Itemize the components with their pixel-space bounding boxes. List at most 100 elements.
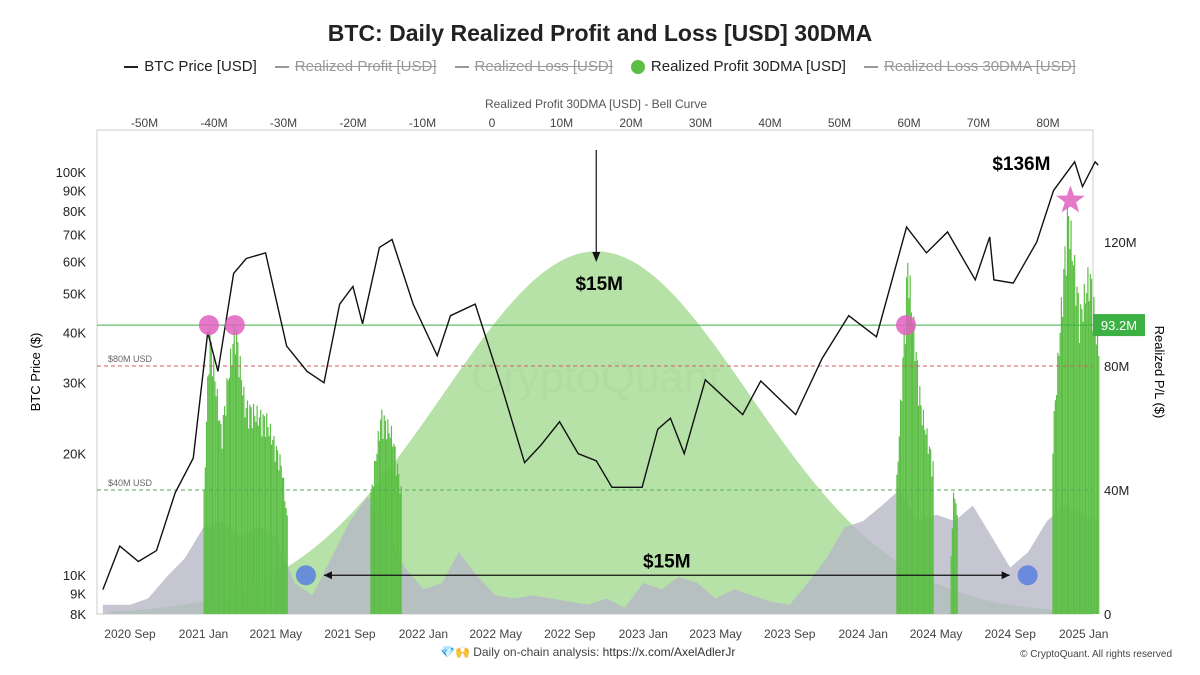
profit-30dma-bar bbox=[1092, 330, 1094, 614]
profit-30dma-bar bbox=[383, 415, 385, 614]
profit-30dma-bar bbox=[386, 439, 388, 614]
profit-30dma-bar bbox=[382, 438, 384, 614]
profit-30dma-bar bbox=[283, 477, 285, 614]
profit-30dma-bar bbox=[240, 379, 243, 614]
profit-30dma-bar bbox=[1052, 453, 1054, 614]
profit-30dma-bar bbox=[277, 450, 279, 614]
profit-30dma-bar bbox=[393, 443, 395, 614]
profit-30dma-bar bbox=[387, 419, 389, 614]
profit-30dma-bar bbox=[903, 328, 905, 614]
footer-link[interactable]: https://x.com/AxelAdlerJr bbox=[602, 645, 736, 659]
profit-30dma-bar bbox=[1089, 273, 1091, 614]
top-tick-label: 50M bbox=[828, 116, 851, 130]
x-tick-label: 2021 Sep bbox=[324, 627, 376, 641]
legend-label: Realized Loss 30DMA [USD] bbox=[883, 58, 1076, 75]
profit-30dma-bar bbox=[914, 361, 916, 614]
line-swatch bbox=[454, 65, 469, 68]
profit-30dma-bar bbox=[204, 467, 206, 614]
profit-30dma-bar bbox=[399, 493, 401, 614]
right-axis-title: Realized P/L ($) bbox=[1152, 326, 1167, 419]
profit-30dma-bar bbox=[1080, 304, 1082, 614]
profit-30dma-bar bbox=[920, 405, 922, 614]
profit-30dma-bar bbox=[1083, 283, 1085, 614]
profit-30dma-bar bbox=[223, 406, 226, 614]
profit-30dma-bar bbox=[956, 515, 958, 614]
profit-30dma-bar bbox=[248, 428, 250, 614]
legend-item-btc-price[interactable]: BTC Price [USD] bbox=[124, 58, 257, 75]
profit-30dma-bar bbox=[1081, 308, 1083, 614]
profit-30dma-bar bbox=[1087, 267, 1089, 614]
legend-item-realized-profit-30dma[interactable]: Realized Profit 30DMA [USD] bbox=[630, 58, 846, 75]
profit-30dma-bar bbox=[1098, 355, 1100, 614]
profit-30dma-bar bbox=[211, 376, 214, 614]
x-tick-label: 2022 Jan bbox=[399, 627, 448, 641]
profit-30dma-bar bbox=[1070, 220, 1072, 614]
profit-30dma-bar bbox=[232, 343, 234, 614]
star-icon bbox=[1056, 185, 1085, 213]
profit-30dma-bar bbox=[931, 476, 933, 614]
legend-item-realized-profit[interactable]: Realized Profit [USD] bbox=[274, 58, 437, 75]
profit-30dma-bar bbox=[1088, 301, 1090, 614]
legend-label: Realized Loss [USD] bbox=[474, 58, 613, 75]
left-axis-title: BTC Price ($) bbox=[28, 333, 43, 412]
profit-30dma-bar bbox=[899, 399, 902, 614]
profit-30dma-bar bbox=[930, 449, 932, 614]
profit-30dma-bar bbox=[395, 475, 397, 614]
marker-circle bbox=[295, 565, 316, 586]
profit-30dma-bar bbox=[909, 275, 911, 614]
top-tick-label: 40M bbox=[758, 116, 781, 130]
profit-30dma-bar bbox=[377, 431, 379, 614]
marker-circle bbox=[224, 315, 245, 336]
top-tick-label: -40M bbox=[200, 116, 227, 130]
legend-item-realized-loss-30dma[interactable]: Realized Loss 30DMA [USD] bbox=[863, 58, 1076, 75]
profit-30dma-bar bbox=[1077, 293, 1079, 614]
profit-30dma-bar bbox=[207, 376, 209, 614]
profit-30dma-bar bbox=[249, 404, 251, 614]
dot-swatch bbox=[630, 59, 645, 74]
profit-30dma-bar bbox=[1093, 297, 1095, 614]
left-tick-label: 9K bbox=[70, 586, 86, 601]
profit-30dma-bar bbox=[208, 374, 210, 614]
x-tick-label: 2021 Jan bbox=[179, 627, 228, 641]
profit-30dma-bar bbox=[370, 491, 372, 614]
profit-30dma-bar bbox=[904, 344, 906, 614]
profit-30dma-bar bbox=[279, 454, 281, 614]
profit-30dma-bar bbox=[239, 356, 241, 614]
top-tick-label: 10M bbox=[550, 116, 573, 130]
profit-30dma-bar bbox=[252, 403, 255, 614]
annotation-peak: $136M bbox=[992, 154, 1050, 175]
reference-label: $40M USD bbox=[108, 478, 153, 488]
profit-30dma-bar bbox=[217, 420, 220, 614]
profit-30dma-bar bbox=[927, 454, 929, 614]
profit-30dma-bar bbox=[222, 414, 224, 614]
profit-30dma-bar bbox=[394, 446, 396, 614]
x-tick-label: 2024 May bbox=[910, 627, 963, 641]
profit-30dma-bar bbox=[1086, 293, 1088, 614]
line-swatch bbox=[274, 65, 289, 68]
profit-30dma-bar bbox=[254, 415, 256, 614]
profit-30dma-bar bbox=[1072, 265, 1075, 614]
profit-30dma-bar bbox=[225, 415, 227, 614]
profit-30dma-bar bbox=[278, 470, 280, 614]
profit-30dma-bar bbox=[902, 357, 904, 614]
top-tick-label: 70M bbox=[967, 116, 990, 130]
profit-30dma-bar bbox=[922, 409, 925, 614]
profit-30dma-bar bbox=[1082, 321, 1084, 614]
profit-30dma-bar bbox=[921, 425, 923, 614]
top-tick-label: 0 bbox=[489, 116, 496, 130]
profit-30dma-bar bbox=[1063, 269, 1065, 614]
profit-30dma-bar bbox=[954, 498, 956, 614]
profit-30dma-bar bbox=[381, 409, 383, 614]
left-tick-label: 80K bbox=[63, 204, 86, 219]
profit-30dma-bar bbox=[925, 434, 927, 614]
profit-30dma-bar bbox=[950, 556, 952, 614]
profit-30dma-bar bbox=[1084, 303, 1087, 614]
top-tick-label: 30M bbox=[689, 116, 712, 130]
profit-30dma-bar bbox=[213, 356, 215, 614]
profit-30dma-bar bbox=[1071, 261, 1073, 614]
profit-30dma-bar bbox=[1069, 248, 1071, 615]
legend-item-realized-loss[interactable]: Realized Loss [USD] bbox=[454, 58, 613, 75]
profit-30dma-bar bbox=[1057, 352, 1059, 614]
top-tick-label: 20M bbox=[619, 116, 642, 130]
profit-30dma-bar bbox=[243, 386, 245, 614]
